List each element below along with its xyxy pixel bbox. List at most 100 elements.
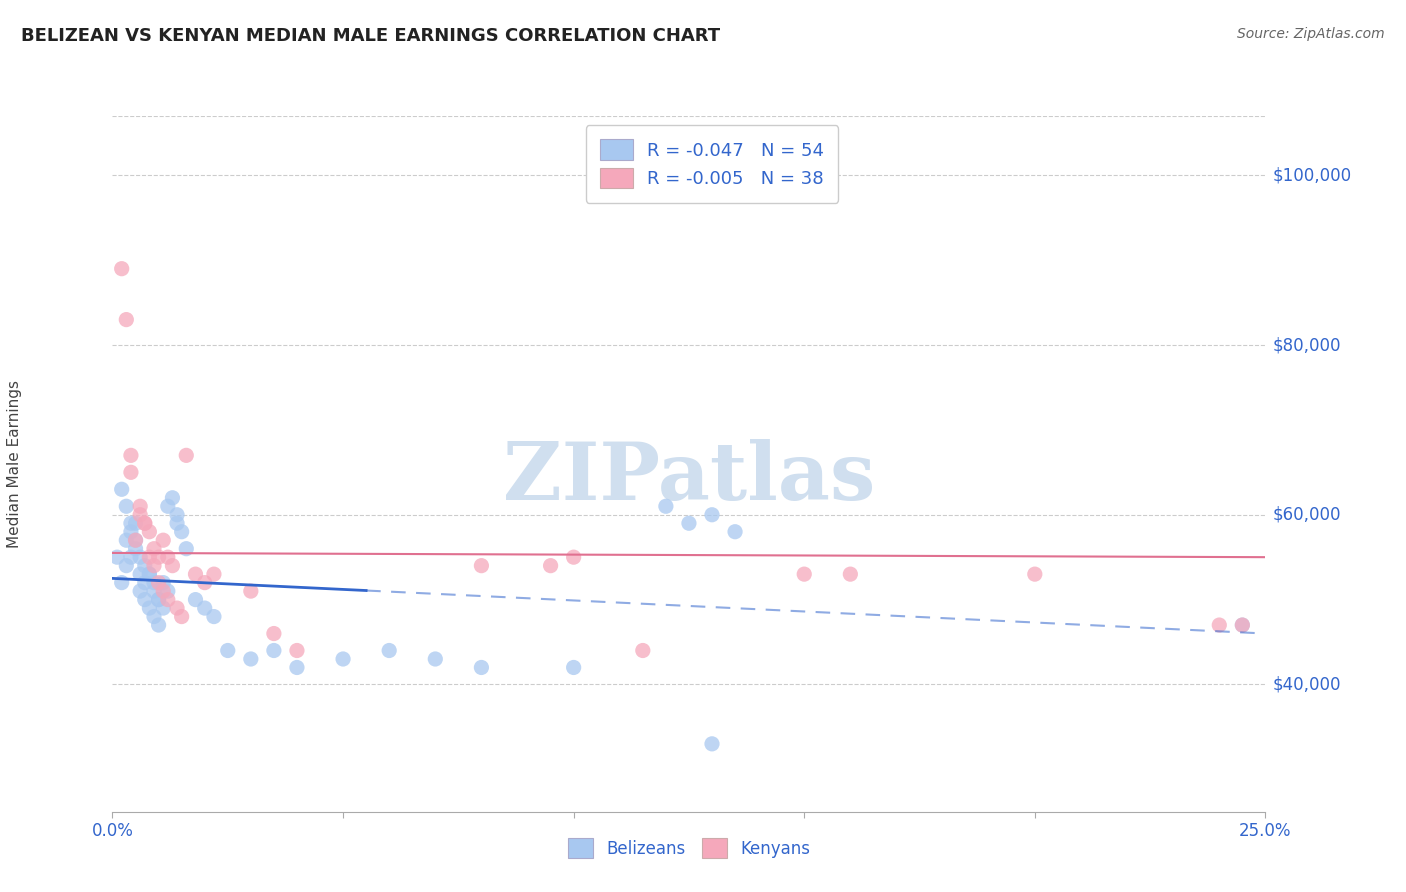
Point — [162, 558, 184, 573]
Point — [631, 643, 654, 657]
Point — [111, 575, 134, 590]
Point — [115, 500, 138, 514]
Point — [170, 609, 193, 624]
Point — [839, 567, 862, 582]
Text: $80,000: $80,000 — [1272, 336, 1341, 354]
Point — [138, 567, 160, 582]
Point — [134, 575, 156, 590]
Point — [239, 652, 262, 666]
Point — [562, 550, 585, 565]
Point — [152, 584, 174, 599]
Point — [129, 567, 152, 582]
Point — [332, 652, 354, 666]
Point — [120, 516, 142, 531]
Point — [124, 516, 146, 531]
Point — [152, 575, 174, 590]
Point — [120, 448, 142, 462]
Text: $40,000: $40,000 — [1272, 675, 1341, 693]
Point — [263, 643, 285, 657]
Point — [148, 575, 170, 590]
Point — [115, 312, 138, 326]
Point — [793, 567, 815, 582]
Point — [562, 660, 585, 674]
Point — [129, 550, 152, 565]
Text: Median Male Earnings: Median Male Earnings — [7, 380, 21, 548]
Point — [124, 533, 146, 548]
Point — [678, 516, 700, 531]
Point — [166, 508, 188, 522]
Point — [378, 643, 401, 657]
Text: $100,000: $100,000 — [1272, 166, 1351, 185]
Point — [143, 558, 166, 573]
Point — [202, 567, 225, 582]
Point — [166, 516, 188, 531]
Point — [120, 524, 142, 539]
Point — [1024, 567, 1046, 582]
Point — [105, 550, 128, 565]
Point — [143, 584, 166, 599]
Point — [425, 652, 447, 666]
Point — [194, 575, 217, 590]
Point — [184, 592, 207, 607]
Point — [111, 261, 134, 276]
Point — [470, 558, 492, 573]
Point — [170, 524, 193, 539]
Point — [120, 550, 142, 565]
Point — [138, 567, 160, 582]
Point — [202, 609, 225, 624]
Point — [174, 448, 197, 462]
Point — [134, 516, 156, 531]
Point — [143, 541, 166, 556]
Point — [129, 508, 152, 522]
Point — [148, 618, 170, 632]
Point — [115, 533, 138, 548]
Point — [129, 500, 152, 514]
Point — [1232, 618, 1254, 632]
Point — [134, 558, 156, 573]
Point — [148, 550, 170, 565]
Point — [263, 626, 285, 640]
Point — [1232, 618, 1254, 632]
Point — [156, 592, 179, 607]
Point — [124, 533, 146, 548]
Point — [115, 558, 138, 573]
Point — [138, 601, 160, 615]
Point — [239, 584, 262, 599]
Point — [134, 592, 156, 607]
Point — [124, 541, 146, 556]
Point — [194, 601, 217, 615]
Point — [156, 550, 179, 565]
Point — [285, 660, 308, 674]
Point — [285, 643, 308, 657]
Point — [152, 601, 174, 615]
Point — [470, 660, 492, 674]
Point — [138, 550, 160, 565]
Point — [148, 592, 170, 607]
Point — [655, 500, 678, 514]
Point — [138, 524, 160, 539]
Point — [184, 567, 207, 582]
Point — [700, 737, 723, 751]
Text: BELIZEAN VS KENYAN MEDIAN MALE EARNINGS CORRELATION CHART: BELIZEAN VS KENYAN MEDIAN MALE EARNINGS … — [21, 27, 720, 45]
Point — [148, 592, 170, 607]
Text: $60,000: $60,000 — [1272, 506, 1341, 524]
Point — [1208, 618, 1230, 632]
Point — [111, 483, 134, 497]
Legend: Belizeans, Kenyans: Belizeans, Kenyans — [560, 830, 818, 866]
Point — [724, 524, 747, 539]
Point — [156, 500, 179, 514]
Point — [217, 643, 239, 657]
Point — [166, 601, 188, 615]
Point — [540, 558, 562, 573]
Point — [120, 466, 142, 480]
Text: ZIPatlas: ZIPatlas — [503, 439, 875, 516]
Point — [134, 516, 156, 531]
Point — [143, 575, 166, 590]
Point — [143, 609, 166, 624]
Point — [129, 584, 152, 599]
Point — [174, 541, 197, 556]
Point — [700, 508, 723, 522]
Point — [162, 491, 184, 505]
Point — [156, 584, 179, 599]
Point — [152, 533, 174, 548]
